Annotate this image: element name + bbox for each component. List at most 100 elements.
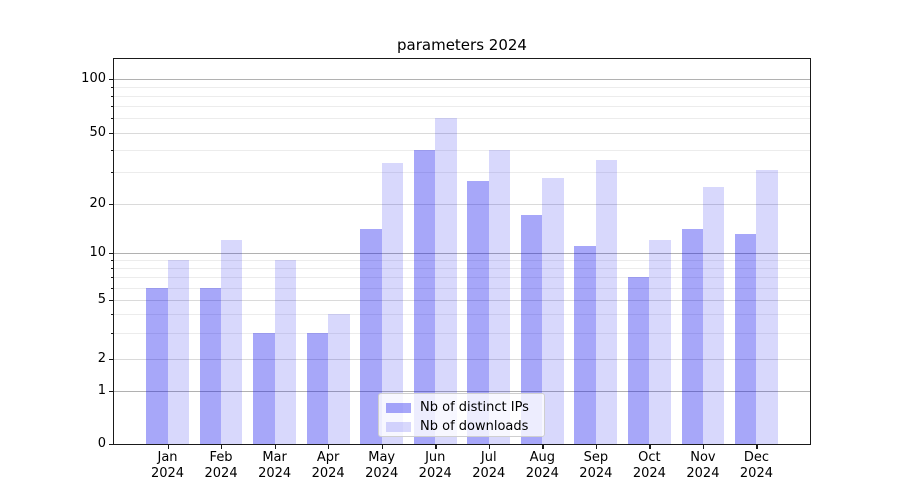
gridline	[114, 86, 810, 88]
bar-distinct-ips-mar	[253, 332, 275, 444]
y-tick-label: 1	[97, 383, 106, 398]
y-tick-label: 20	[89, 196, 106, 211]
x-tick-label: Mar 2024	[258, 450, 292, 481]
y-minor-tick-mark	[110, 287, 113, 289]
y-tick-mark	[108, 132, 113, 134]
x-tick-mark	[381, 445, 383, 450]
y-tick-label: 0	[97, 436, 106, 451]
axis-spine-bottom	[112, 444, 812, 446]
x-tick-mark	[542, 445, 544, 450]
bar-downloads-apr	[328, 314, 350, 444]
x-tick-mark	[488, 445, 491, 450]
bar-distinct-ips-aug	[520, 215, 543, 444]
y-minor-tick-mark	[110, 277, 113, 279]
gridline	[114, 300, 810, 301]
gridline	[114, 332, 810, 334]
y-tick-label: 10	[89, 245, 106, 260]
bar-distinct-ips-nov	[681, 229, 703, 444]
gridline	[114, 391, 810, 392]
y-minor-tick-mark	[110, 314, 113, 316]
gridline	[114, 132, 810, 134]
gridline	[114, 277, 810, 279]
bar-downloads-feb	[221, 240, 243, 444]
bar-distinct-ips-jan	[146, 287, 168, 444]
gridline	[114, 106, 810, 108]
bar-downloads-dec	[756, 169, 778, 444]
axis-spine-right	[810, 57, 812, 446]
bar-downloads-sep	[595, 160, 618, 444]
gridline	[114, 314, 810, 316]
gridline	[114, 149, 810, 151]
y-minor-tick-mark	[110, 260, 113, 262]
bar-downloads-nov	[702, 186, 725, 444]
legend-swatch-downloads	[386, 421, 411, 432]
gridline	[114, 95, 810, 97]
y-tick-mark	[108, 300, 113, 302]
x-tick-mark	[167, 445, 169, 450]
legend-item-distinct-ips: Nb of distinct IPs	[386, 399, 538, 416]
x-tick-mark	[435, 445, 437, 450]
bar-downloads-jul	[488, 149, 511, 444]
gridline	[114, 204, 810, 205]
y-tick-label: 100	[81, 70, 106, 86]
x-tick-label: Apr 2024	[311, 450, 345, 481]
x-tick-label: Aug 2024	[525, 450, 559, 481]
y-tick-label: 2	[97, 350, 106, 366]
y-minor-tick-mark	[110, 95, 113, 97]
bar-distinct-ips-dec	[735, 234, 757, 444]
x-tick-label: Sep 2024	[579, 450, 613, 481]
y-tick-mark	[108, 204, 113, 206]
legend-swatch-distinct-ips	[386, 402, 411, 413]
gridline	[114, 268, 810, 270]
bar-distinct-ips-sep	[574, 246, 596, 444]
legend-item-downloads: Nb of downloads	[386, 418, 538, 435]
x-tick-label: Dec 2024	[739, 450, 773, 481]
legend-label-downloads: Nb of downloads	[420, 419, 529, 434]
legend: Nb of distinct IPs Nb of downloads	[378, 393, 545, 437]
bar-downloads-jun	[435, 118, 457, 444]
x-tick-mark	[274, 445, 276, 450]
x-tick-mark	[328, 445, 330, 450]
gridline	[114, 172, 810, 174]
gridline	[114, 260, 810, 262]
axis-spine-top	[112, 57, 812, 59]
y-tick-label: 50	[89, 124, 106, 140]
x-tick-mark	[649, 445, 651, 450]
x-tick-label: Oct 2024	[632, 450, 666, 481]
legend-label-distinct-ips: Nb of distinct IPs	[420, 400, 529, 415]
gridline	[114, 358, 810, 360]
x-tick-mark	[756, 445, 758, 450]
y-tick-mark	[108, 253, 113, 255]
bar-downloads-mar	[274, 260, 297, 444]
x-tick-mark	[221, 445, 223, 450]
gridline	[114, 78, 810, 80]
y-tick-label: 5	[97, 292, 106, 307]
y-minor-tick-mark	[110, 106, 113, 108]
bar-distinct-ips-oct	[627, 277, 650, 444]
x-tick-mark	[702, 445, 705, 450]
bar-distinct-ips-feb	[199, 287, 222, 444]
bar-distinct-ips-may	[360, 229, 382, 444]
gridline	[114, 287, 810, 289]
x-tick-mark	[595, 445, 598, 450]
x-tick-label: Nov 2024	[686, 450, 720, 481]
axis-spine-left	[112, 57, 114, 446]
y-minor-tick-mark	[110, 268, 113, 270]
x-tick-label: May 2024	[365, 450, 399, 481]
bar-downloads-may	[381, 162, 404, 444]
y-tick-mark	[108, 444, 113, 446]
x-tick-label: Jul 2024	[472, 450, 506, 481]
y-minor-tick-mark	[110, 332, 113, 334]
y-tick-mark	[108, 391, 113, 393]
y-minor-tick-mark	[110, 172, 113, 174]
y-minor-tick-mark	[110, 118, 113, 120]
bar-downloads-aug	[542, 177, 564, 444]
y-tick-mark	[108, 358, 113, 360]
bar-downloads-oct	[649, 240, 671, 444]
y-minor-tick-mark	[110, 149, 113, 151]
x-tick-label: Feb 2024	[204, 450, 238, 481]
y-minor-tick-mark	[110, 86, 113, 88]
gridline	[114, 118, 810, 120]
bar-distinct-ips-apr	[306, 332, 329, 444]
